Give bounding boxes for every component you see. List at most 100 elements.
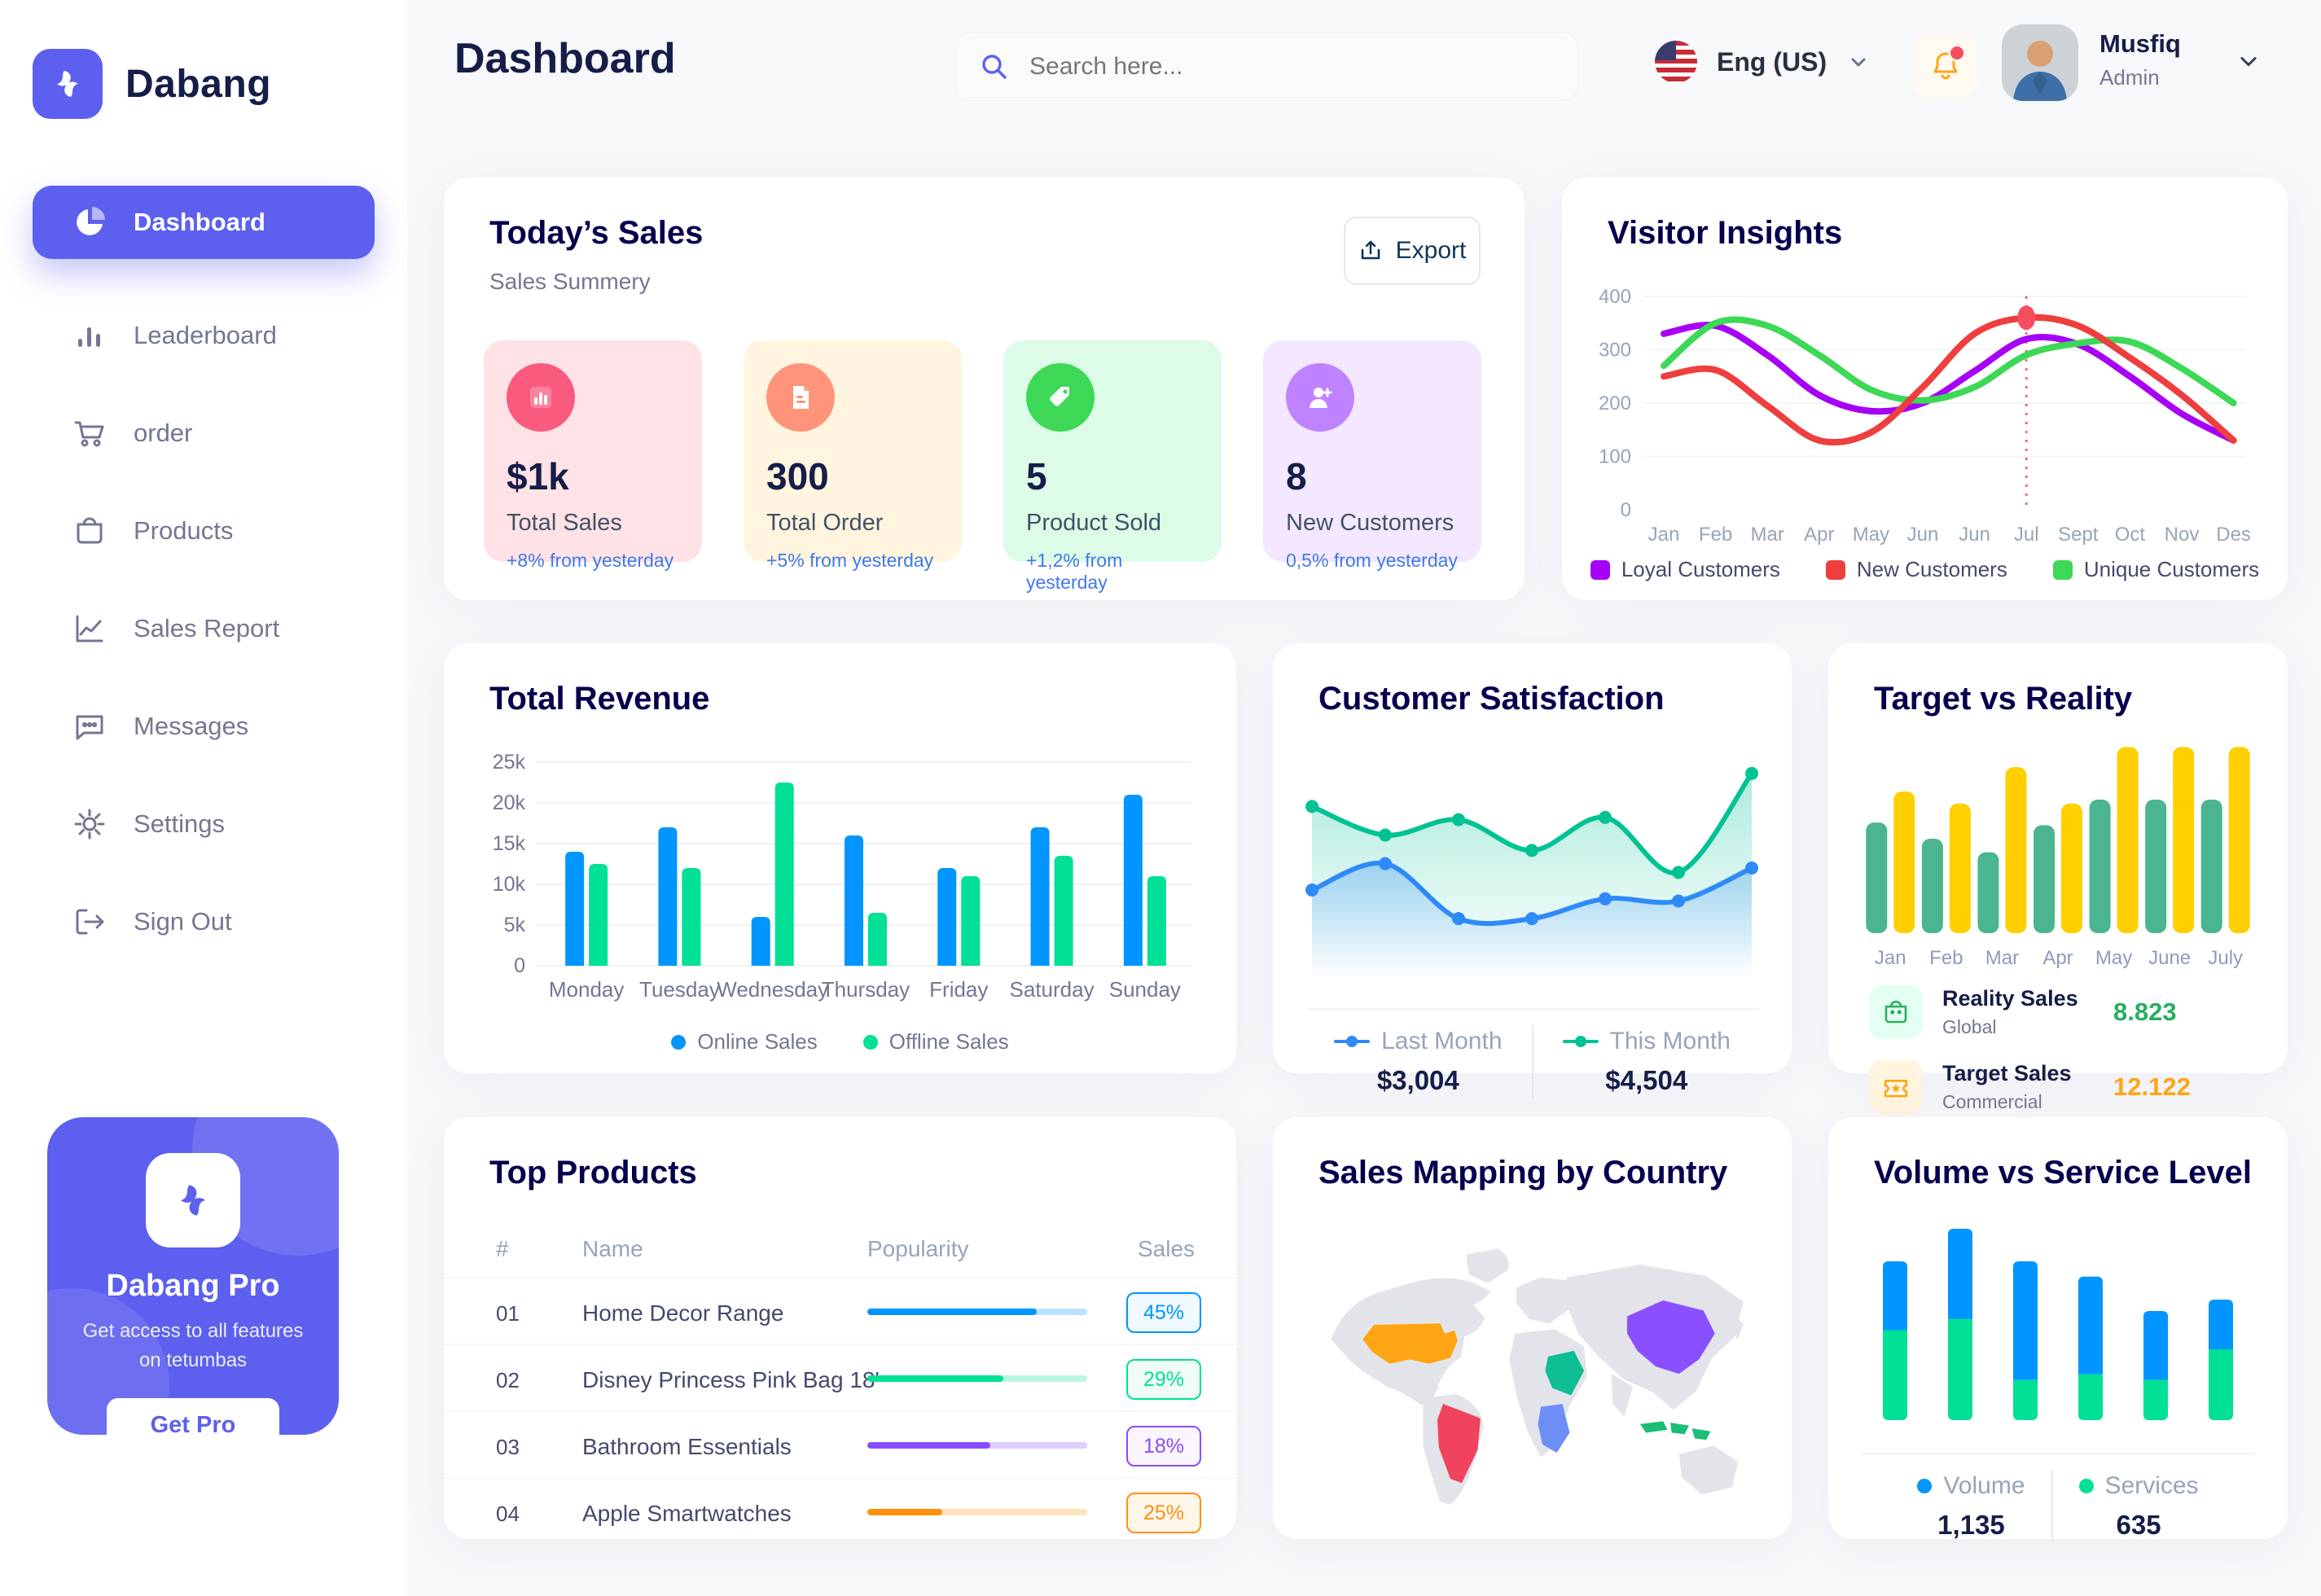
svg-text:Oct: Oct [2115,524,2146,546]
chart-legend: Loyal Customers New Customers Unique Cus… [1562,557,2288,582]
legend-swatch [1590,559,1610,580]
chart-legend: Online Sales Offline Sales [444,1029,1236,1054]
svg-text:200: 200 [1599,392,1631,414]
legend-dot [671,1034,687,1050]
svg-text:Apr: Apr [2042,947,2073,969]
divider [1861,1453,2255,1454]
divider [1531,1024,1533,1099]
stat-value: 300 [766,455,829,498]
stat-card-new-customers: 8 New Customers 0,5% from yesterday [1263,340,1481,571]
sidebar-item-dashboard[interactable]: Dashboard [33,186,375,259]
sales-badge: 25% [1126,1493,1201,1533]
stat-delta: 0,5% from yesterday [1286,550,1458,571]
table-row: 02 Disney Princess Pink Bag 18' 29% [444,1344,1236,1410]
chart-legend: Volume 1,135 Services 635 [1828,1469,2288,1544]
table-row: 01 Home Decor Range 45% [444,1277,1236,1344]
sidebar-menu: Dashboard Leaderboard order Products [33,186,375,971]
bar-chart-icon [507,363,575,432]
notifications-button[interactable] [1914,34,1977,98]
brand: Dabang [33,49,271,119]
stat-value: 8 [1286,455,1307,498]
us-flag-icon [1653,39,1699,85]
svg-text:July: July [2208,947,2243,969]
stat-cards: $1k Total Sales +8% from yesterday 300 T… [484,340,1481,593]
table-row: 03 Bathroom Essentials 18% [444,1410,1236,1477]
export-button[interactable]: Export [1344,217,1481,285]
panel-title: Customer Satisfaction [1318,681,1665,717]
customer-satisfaction-panel: Customer Satisfaction Last Month $3,004 … [1273,643,1792,1099]
stat-delta: +1,2% from yesterday [1026,550,1123,593]
legend-swatch [2052,559,2073,580]
search-icon [979,51,1010,82]
stat-card-total-sales: $1k Total Sales +8% from yesterday [484,340,702,571]
stat-delta: +5% from yesterday [766,550,934,571]
cart-icon [72,415,107,451]
sales-badge: 29% [1126,1359,1201,1400]
svg-text:Des: Des [2216,524,2251,546]
svg-text:0: 0 [1621,499,1631,521]
sidebar-item-sign-out[interactable]: Sign Out [33,873,375,971]
divider [2051,1469,2053,1544]
stat-label: Total Sales [507,510,622,536]
sales-badge: 45% [1126,1292,1201,1333]
panel-subtitle: Sales Summery [489,269,651,294]
sidebar-item-messages[interactable]: Messages [33,677,375,775]
stat-delta: +8% from yesterday [507,550,674,571]
sidebar-item-order[interactable]: order [33,384,375,482]
sidebar-item-settings[interactable]: Settings [33,775,375,873]
app-name: Dabang [125,62,272,106]
sidebar-item-sales-report[interactable]: Sales Report [33,580,375,677]
column-header: # [496,1236,509,1261]
row-index: 03 [496,1435,520,1459]
visitor-insights-chart: 0 100 200 300 400 Jan Feb Mar Apr May Jun Jun Jul Sep… [1599,286,2251,546]
sidebar-item-label: order [134,419,193,447]
avatar[interactable] [2002,24,2078,101]
user-plus-icon [1286,363,1354,432]
legend-item: Services 635 [2078,1472,2199,1541]
svg-text:Mar: Mar [1751,524,1784,546]
volume-service-chart [1883,1229,2233,1420]
sidebar-item-leaderboard[interactable]: Leaderboard [33,287,375,384]
legend-swatch [1825,559,1845,580]
popularity-bar [867,1509,1087,1515]
total-revenue-chart: 0 5k 10k 15k 20k 25k Monday TuesdayWednesdayThu… [493,751,1191,1002]
sidebar-item-products[interactable]: Products [33,482,375,580]
world-map [1331,1248,1744,1505]
column-header: Name [582,1236,643,1261]
user-menu[interactable]: Musfiq Admin [2099,29,2181,90]
sidebar-item-label: Products [134,516,234,545]
language-selector[interactable]: Eng (US) [1653,39,1869,85]
stat-label: Total Order [766,510,884,536]
pro-logo-icon [146,1153,240,1247]
svg-text:Apr: Apr [1804,524,1834,546]
legend-item: Loyal Customers [1590,557,1780,582]
svg-text:Jun: Jun [1907,524,1939,546]
chevron-down-icon[interactable] [2236,49,2261,73]
target-vs-reality-chart: Jan Feb Mar Apr May June July [1866,747,2250,969]
chevron-down-icon [1848,51,1869,72]
app-logo-icon [33,49,103,119]
svg-text:Feb: Feb [1929,947,1963,969]
customer-satisfaction-chart [1305,766,1758,978]
stat-card-total-order: 300 Total Order +5% from yesterday [744,340,962,571]
legend-sublabel: Commercial [1942,1091,2042,1112]
legend-value: $3,004 [1376,1065,1459,1095]
search-bar [955,33,1578,101]
product-name: Disney Princess Pink Bag 18' [582,1367,880,1392]
search-input[interactable] [1028,52,1520,81]
total-revenue-panel: Total Revenue 0 5k 10k 15k 20k 25k Monday Tuesd… [444,643,1236,1073]
svg-text:Sept: Sept [2058,524,2099,546]
panel-title: Total Revenue [489,681,710,717]
svg-text:Feb: Feb [1699,524,1732,546]
legend-dot [1917,1479,1933,1493]
sidebar-item-label: Leaderboard [134,321,277,349]
stat-value: $1k [507,455,569,498]
get-pro-button[interactable]: Get Pro [107,1398,279,1435]
legend-item: Unique Customers [2052,557,2259,582]
svg-text:Friday: Friday [929,977,988,1002]
svg-text:Thursday: Thursday [822,977,910,1002]
export-icon [1361,240,1380,260]
svg-text:20k: 20k [493,791,526,814]
svg-text:Jan: Jan [1875,947,1906,969]
